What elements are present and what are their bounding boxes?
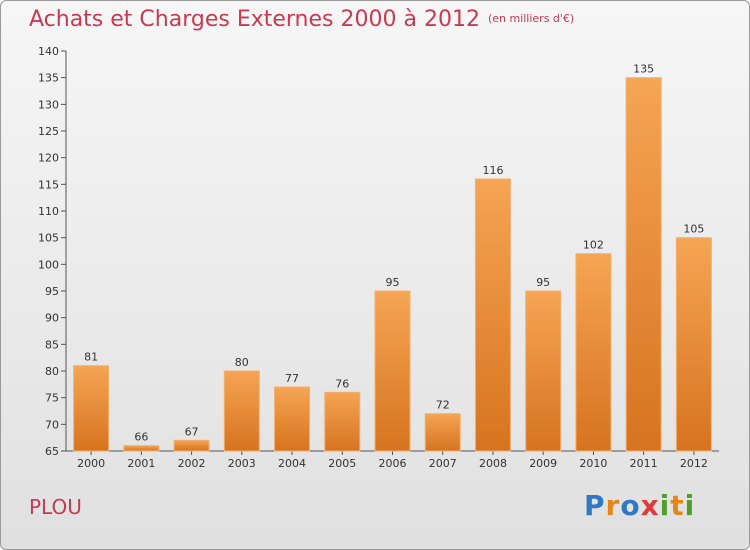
x-tick-label: 2010 (579, 457, 607, 470)
bar-value-label: 67 (185, 425, 199, 438)
x-tick-label: 2000 (77, 457, 105, 470)
y-tick-label: 90 (45, 312, 59, 325)
y-tick-label: 130 (38, 98, 59, 111)
bar (675, 237, 712, 452)
x-tick-label: 2007 (429, 457, 457, 470)
y-tick-label: 70 (45, 418, 59, 431)
x-tick-label: 2009 (529, 457, 557, 470)
proxiti-logo[interactable]: Proxiti (584, 489, 696, 522)
chart-title: Achats et Charges Externes 2000 à 2012 (e… (29, 7, 574, 32)
y-tick-label: 105 (38, 232, 59, 245)
bar-value-label: 102 (583, 239, 604, 252)
bar (474, 178, 511, 452)
bar-value-label: 105 (683, 223, 704, 236)
bar (324, 391, 361, 452)
bar-value-label: 95 (386, 276, 400, 289)
chart-axes: 65 70 75 80 85 90 95 100 105 110 115 120 125 130 135 14… (38, 45, 719, 470)
bar (73, 365, 110, 452)
bar-value-label: 72 (436, 399, 450, 412)
y-tick-label: 80 (45, 365, 59, 378)
bar (575, 253, 612, 452)
y-tick-label: 65 (45, 445, 59, 458)
x-tick-label: 2004 (278, 457, 306, 470)
commune-name: PLOU (29, 495, 82, 519)
bar-value-label: 77 (285, 372, 299, 385)
x-tick-label: 2011 (630, 457, 658, 470)
bar (424, 413, 461, 452)
y-tick-label: 100 (38, 258, 59, 271)
x-tick-label: 2012 (680, 457, 708, 470)
bar (223, 370, 260, 452)
bar (525, 290, 562, 452)
x-tick-label: 2005 (328, 457, 356, 470)
y-tick-label: 140 (38, 45, 59, 58)
x-tick-label: 2006 (379, 457, 407, 470)
bar-value-label: 80 (235, 356, 249, 369)
chart-bars: 81 66 67 80 77 76 95 72 116 95 102 135 105 (73, 63, 712, 452)
x-tick-label: 2001 (127, 457, 155, 470)
bar-value-label: 66 (134, 431, 148, 444)
y-tick-label: 125 (38, 125, 59, 138)
bar-value-label: 95 (536, 276, 550, 289)
y-tick-label: 135 (38, 72, 59, 85)
y-tick-label: 110 (38, 205, 59, 218)
x-tick-label: 2002 (178, 457, 206, 470)
bar (374, 290, 411, 452)
bar-value-label: 76 (335, 377, 349, 390)
bar-value-label: 135 (633, 63, 654, 76)
chart-title-text: Achats et Charges Externes 2000 à 2012 (29, 7, 480, 32)
bar-value-label: 81 (84, 351, 98, 364)
bar-value-label: 116 (482, 164, 503, 177)
y-tick-label: 120 (38, 152, 59, 165)
x-tick-label: 2008 (479, 457, 507, 470)
x-tick-label: 2003 (228, 457, 256, 470)
y-tick-label: 115 (38, 178, 59, 191)
y-tick-label: 75 (45, 392, 59, 405)
bar (274, 386, 311, 452)
y-tick-label: 95 (45, 285, 59, 298)
bar (625, 77, 662, 452)
bar (123, 445, 160, 452)
bar (173, 439, 210, 452)
y-tick-label: 85 (45, 338, 59, 351)
chart-unit: (en milliers d'€) (487, 12, 575, 25)
